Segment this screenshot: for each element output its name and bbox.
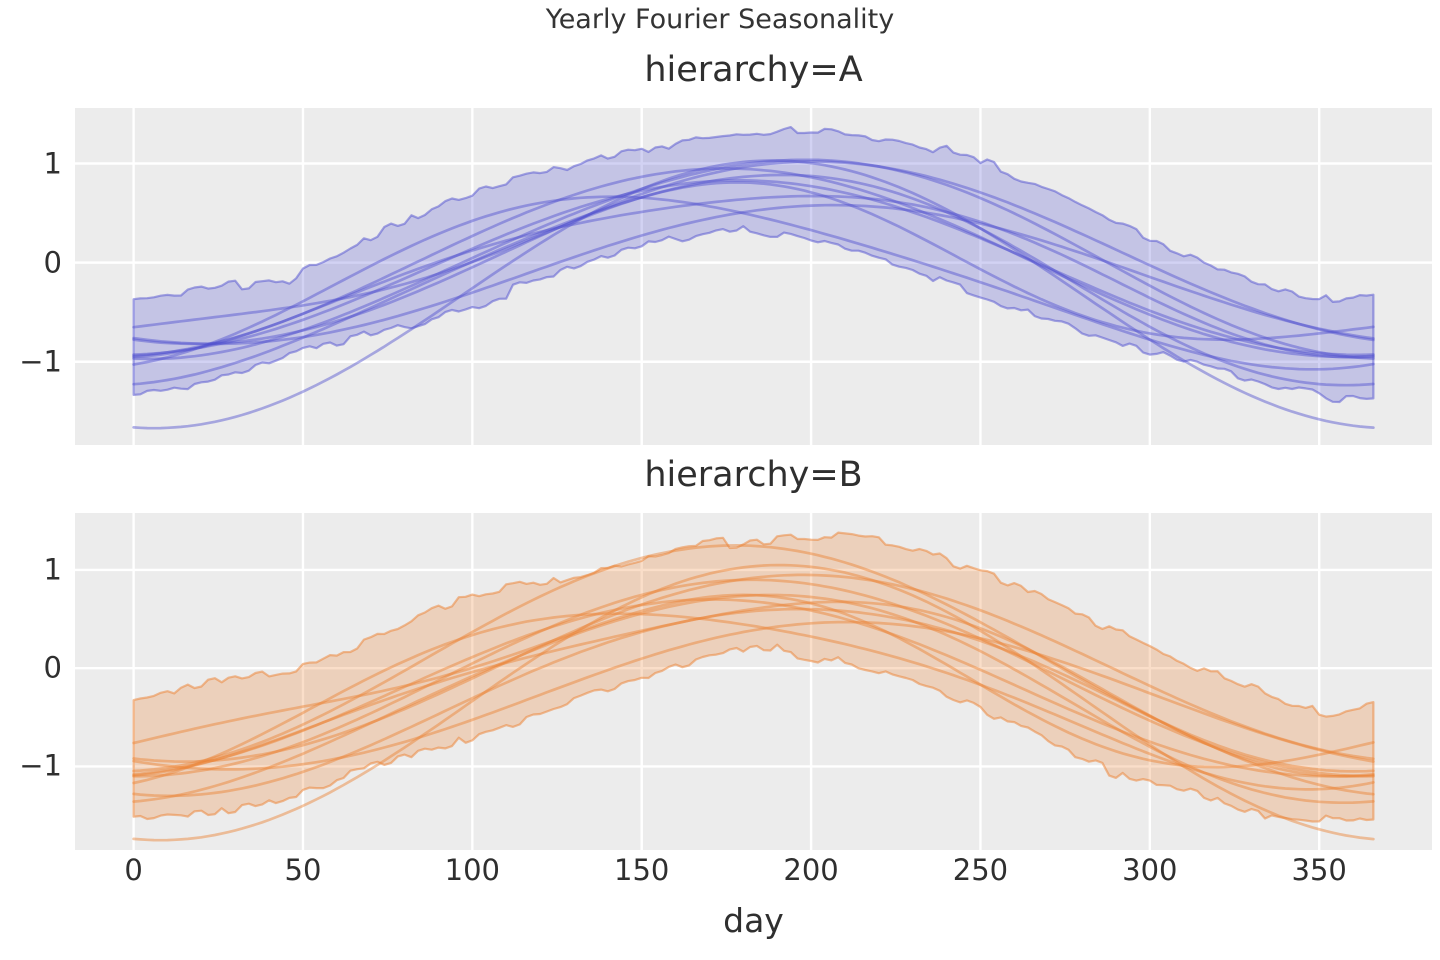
y-tick-label-B: 0 <box>43 650 62 685</box>
seasonality-line-A-4 <box>132 160 1375 346</box>
x-tick-label: 350 <box>1291 853 1347 887</box>
seasonality-line-A-5 <box>132 179 1375 357</box>
seasonality-line-A-9 <box>132 173 1375 387</box>
y-tick-label-B: −1 <box>19 748 62 783</box>
facet-canvas-B <box>75 513 1432 850</box>
seasonality-line-B-3 <box>132 578 1375 778</box>
y-tick-label-A: 1 <box>43 146 62 180</box>
x-axis-label: day <box>723 901 784 940</box>
y-tick-label-A: 0 <box>43 245 62 280</box>
uncertainty-band-B <box>132 531 1375 823</box>
seasonality-line-A-6 <box>132 194 1375 359</box>
x-tick-label: 250 <box>952 853 1009 887</box>
seasonality-line-B-9 <box>132 593 1375 805</box>
facet-canvas-A <box>75 108 1432 445</box>
uncertainty-band-A <box>132 126 1375 404</box>
seasonality-line-B-10 <box>132 607 1375 798</box>
seasonality-line-B-outlier-large-amplitude <box>132 563 1375 842</box>
seasonality-line-B-5 <box>132 598 1375 778</box>
x-tick-label: 50 <box>284 853 322 887</box>
seasonality-line-A-outlier-large-amplitude <box>132 159 1375 430</box>
x-tick-label: 200 <box>783 853 839 887</box>
x-tick-label: 300 <box>1122 853 1178 887</box>
seasonality-line-B-high-arc <box>132 544 1375 773</box>
seasonality-line-B-11 <box>132 612 1375 791</box>
plot-area-hierarchy-A <box>75 108 1432 445</box>
x-tick-label: 100 <box>444 853 501 887</box>
seasonality-line-B-8 <box>132 620 1375 771</box>
y-tick-label-B: 1 <box>43 552 62 587</box>
plot-area-hierarchy-B <box>75 513 1432 850</box>
y-tick-label-A: −1 <box>19 344 62 379</box>
seasonality-line-A-2 <box>132 167 1375 359</box>
facet-title-hierarchy-A: hierarchy=A <box>644 50 863 90</box>
chart-title: Yearly Fourier Seasonality <box>545 4 895 35</box>
facet-title-hierarchy-B: hierarchy=B <box>644 455 863 495</box>
seasonality-line-B-4 <box>132 573 1375 763</box>
seasonality-line-A-7 <box>132 181 1375 342</box>
seasonality-line-A-3 <box>132 158 1375 361</box>
seasonality-line-A-10 <box>132 195 1375 371</box>
seasonality-line-A-8 <box>132 203 1375 346</box>
x-tick-label: 150 <box>614 853 670 887</box>
x-tick-label: 0 <box>124 853 143 887</box>
seasonality-line-B-6 <box>132 600 1375 778</box>
seasonality-line-B-7 <box>132 593 1375 769</box>
